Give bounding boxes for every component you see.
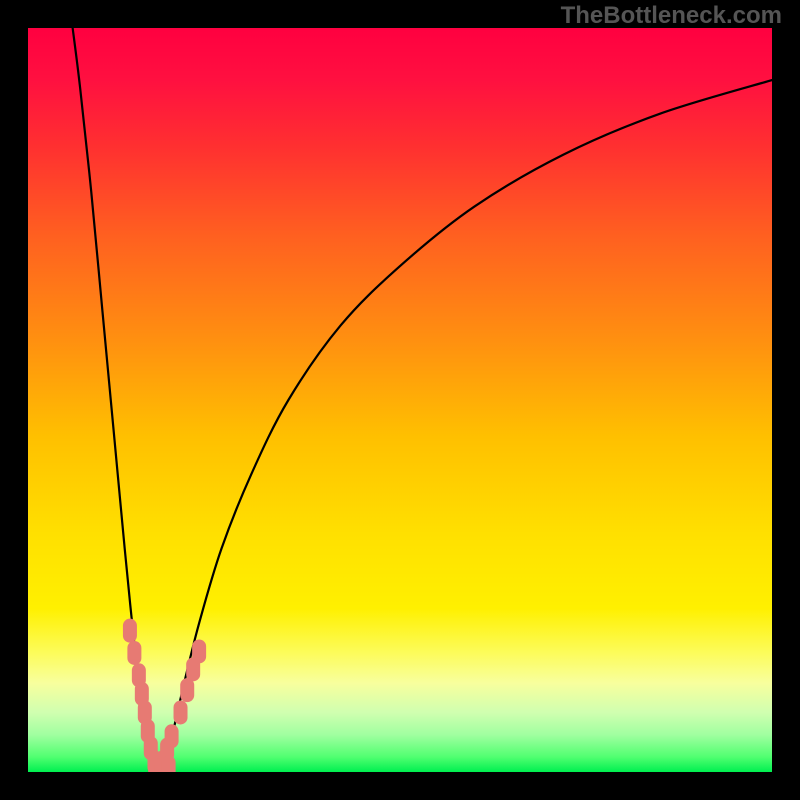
curve-marker (192, 639, 206, 663)
chart-root: TheBottleneck.com (0, 0, 800, 800)
curve-marker (127, 641, 141, 665)
curve-marker (162, 756, 176, 772)
bottleneck-curve (73, 28, 772, 772)
curve-overlay (28, 28, 772, 772)
curve-marker (165, 724, 179, 748)
watermark-text: TheBottleneck.com (561, 2, 782, 30)
curve-marker (174, 700, 188, 724)
curve-marker (180, 678, 194, 702)
curve-marker (123, 619, 137, 643)
